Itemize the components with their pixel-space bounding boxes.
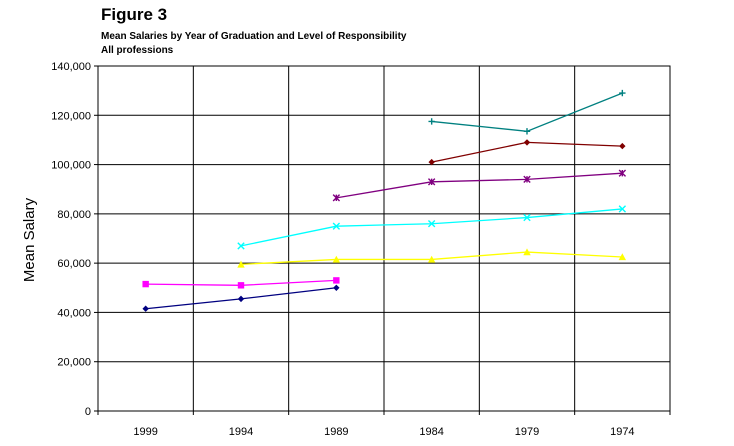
data-point (523, 128, 531, 135)
y-tick-label: 40,000 (57, 307, 91, 319)
data-point (618, 253, 627, 261)
data-point (523, 213, 531, 222)
data-point (427, 255, 436, 263)
x-tick-label: 1984 (419, 426, 443, 438)
data-point (332, 194, 341, 202)
series-line (336, 172, 623, 199)
data-point (618, 205, 627, 213)
series-5 (332, 169, 627, 202)
data-point (237, 242, 245, 250)
data-point (142, 280, 149, 288)
data-point (333, 284, 340, 291)
data-point (237, 282, 245, 289)
data-point (523, 248, 531, 256)
data-point (428, 158, 435, 166)
y-tick-label: 100,000 (51, 160, 91, 172)
y-tick-label: 60,000 (57, 258, 91, 270)
series-1 (142, 284, 340, 312)
data-point (332, 255, 341, 263)
y-tick-label: 0 (85, 406, 91, 418)
x-tick-label: 1974 (610, 426, 634, 438)
data-point (618, 169, 627, 177)
series-4 (237, 205, 627, 250)
series-7 (428, 89, 626, 135)
data-point (523, 175, 531, 184)
data-point (619, 89, 626, 97)
series-line (240, 208, 623, 247)
y-axis-label: Mean Salary (21, 197, 38, 282)
data-point (427, 178, 436, 186)
x-tick-label: 1999 (133, 426, 157, 438)
y-tick-label: 80,000 (57, 209, 91, 221)
series-line (431, 92, 623, 132)
data-point (142, 305, 149, 312)
data-point (237, 295, 245, 303)
chart-axes (94, 65, 671, 415)
chart-series (142, 89, 627, 312)
data-point (428, 118, 435, 125)
data-point (427, 220, 436, 228)
figure-title: Figure 3 (101, 5, 168, 24)
x-tick-label: 1994 (229, 426, 253, 438)
y-tick-label: 140,000 (51, 61, 91, 73)
series-2 (142, 277, 340, 289)
chart-tick-labels: 0 20,000 40,000 60,000 80,000 100,000 120,000 1… (51, 61, 634, 438)
data-point (332, 222, 341, 230)
data-point (237, 260, 245, 268)
data-point (523, 139, 531, 146)
y-tick-label: 120,000 (51, 110, 91, 122)
x-tick-label: 1979 (515, 426, 539, 438)
x-tick-label: 1989 (324, 426, 348, 438)
chart-grid (97, 65, 671, 412)
y-tick-label: 20,000 (57, 357, 91, 369)
data-point (619, 142, 626, 150)
series-6 (428, 139, 626, 166)
figure-subtitle-2: All professions (101, 45, 174, 56)
series-3 (237, 248, 627, 268)
figure-subtitle: Mean Salaries by Year of Graduation and … (101, 31, 407, 42)
data-point (333, 277, 340, 284)
